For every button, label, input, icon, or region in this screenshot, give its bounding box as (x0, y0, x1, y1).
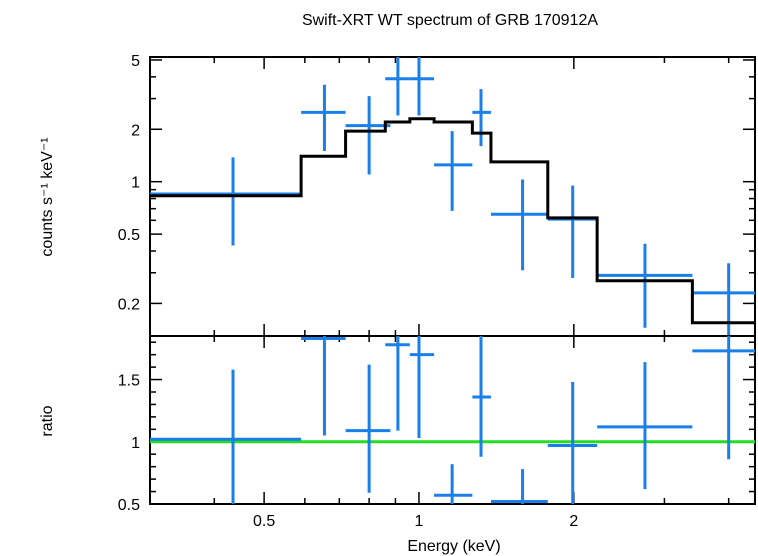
data-point (385, 57, 410, 116)
data-point (692, 263, 755, 336)
y-tick-label: 0.5 (118, 227, 140, 244)
data-point (434, 131, 473, 211)
ratio-point (385, 336, 410, 431)
ratio-point (597, 362, 693, 490)
model-line (150, 117, 755, 325)
y-tick-label: 1 (131, 175, 140, 192)
y-axis-label-ratio: ratio (39, 405, 56, 436)
ratio-point (150, 369, 302, 504)
ratio-panel: 0.5 1 2 0.5 1 1.5 (118, 335, 756, 530)
spectrum-panel: 0.2 0.5 1 2 5 (118, 53, 756, 337)
x-tick-label: 0.5 (253, 513, 275, 530)
y-tick-label: 0.2 (118, 296, 140, 313)
x-tick-label: 2 (569, 513, 578, 530)
data-point (150, 157, 302, 246)
ratio-point (692, 336, 755, 460)
data-point (301, 84, 346, 152)
ratio-point (547, 382, 598, 504)
ratio-point (345, 364, 391, 493)
x-tick-label: 1 (415, 513, 424, 530)
data-point (345, 96, 391, 175)
y-tick-label: 0.5 (118, 497, 140, 514)
data-point (472, 89, 491, 147)
x-axis-label: Energy (keV) (407, 538, 500, 555)
data-point (409, 57, 435, 116)
data-point (547, 185, 598, 278)
y-tick-label: 1 (131, 435, 140, 452)
ratio-point (409, 336, 435, 439)
y-tick-label: 5 (131, 53, 140, 70)
ratio-point (490, 469, 548, 504)
ratio-point (301, 336, 346, 436)
y-axis-label-spectrum: counts s⁻¹ keV⁻¹ (39, 137, 56, 256)
y-tick-label: 2 (131, 122, 140, 139)
y-tick-label: 1.5 (118, 373, 140, 390)
data-point (597, 243, 693, 328)
chart-title: Swift-XRT WT spectrum of GRB 170912A (302, 12, 598, 29)
ratio-point (434, 464, 473, 504)
ratio-point (472, 336, 491, 457)
data-point (490, 179, 548, 271)
